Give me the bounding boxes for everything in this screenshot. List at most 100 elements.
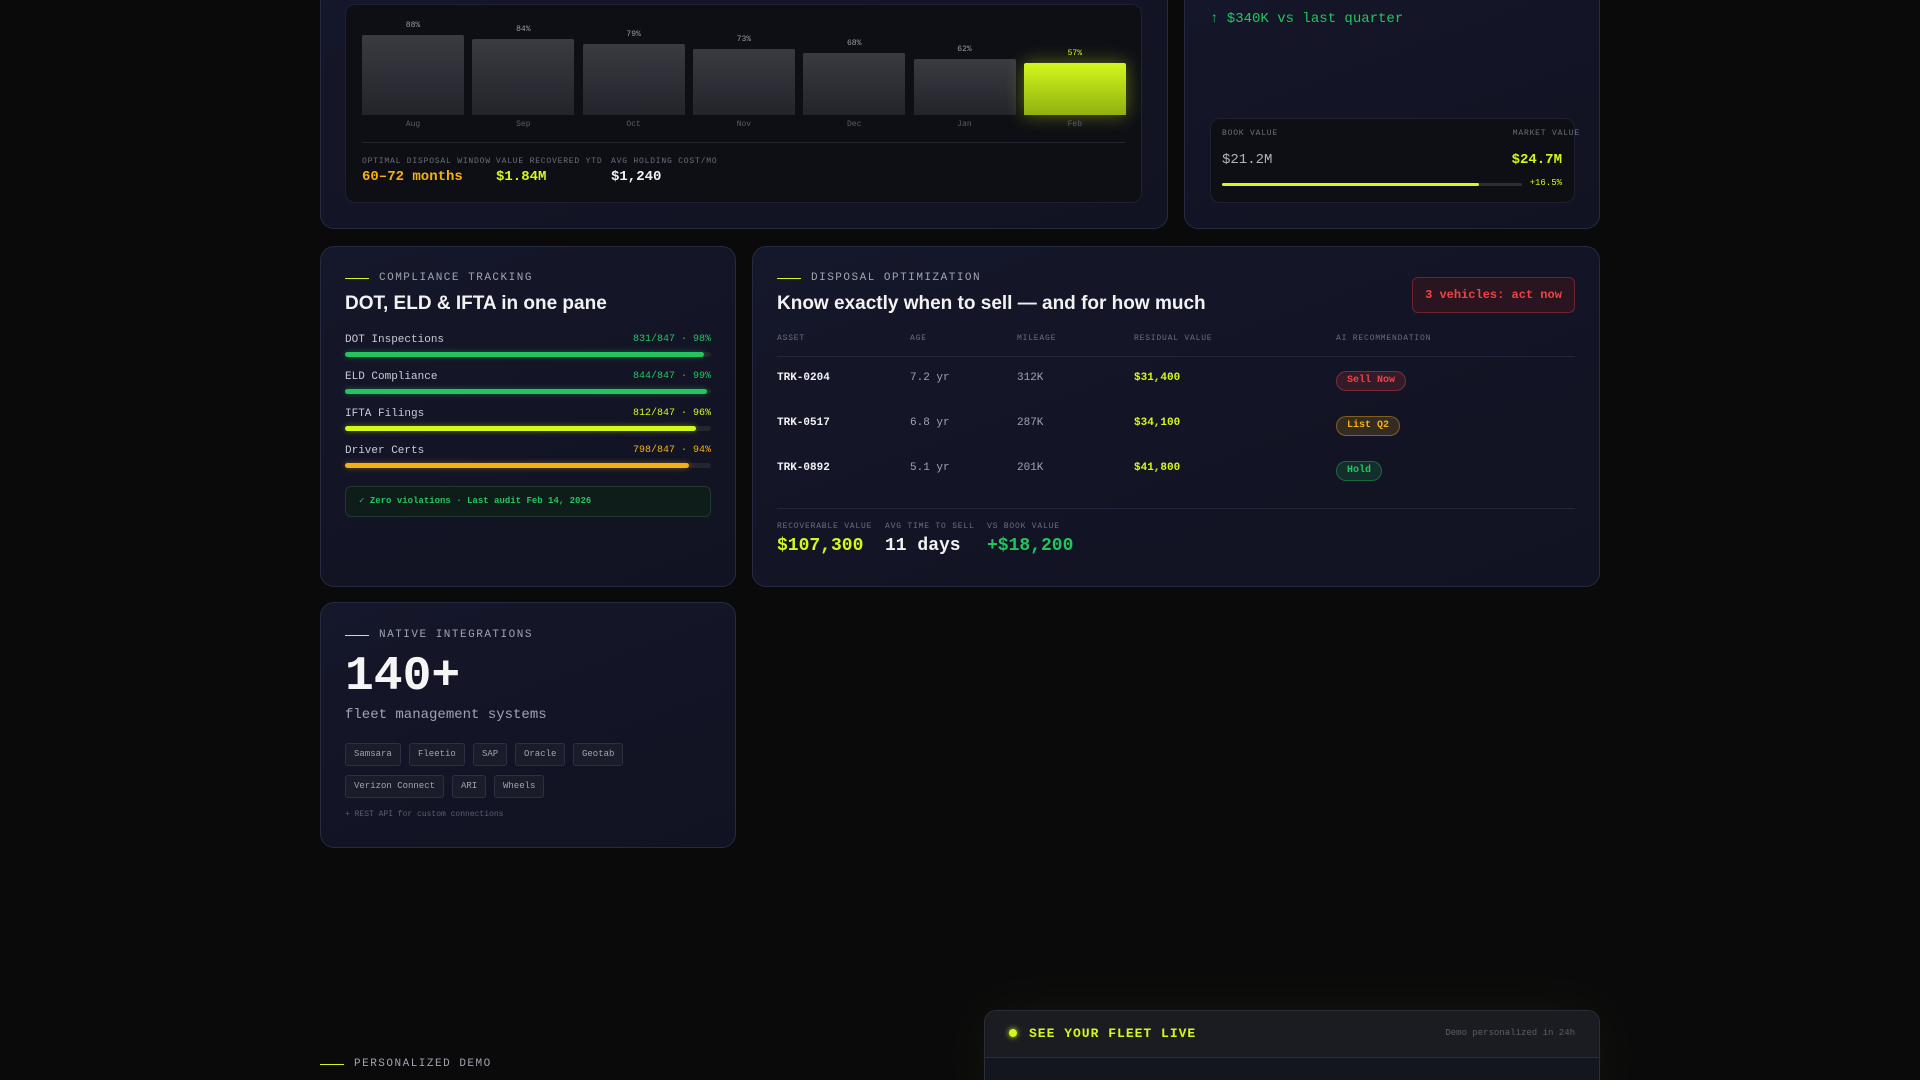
- cell: $31,400: [1134, 372, 1181, 384]
- stat-value: $1.84M: [496, 169, 547, 185]
- status-dot: [1009, 1029, 1017, 1037]
- integration-chip: Oracle: [515, 743, 566, 766]
- cell: 287K: [1017, 417, 1044, 429]
- bar: [692, 48, 795, 115]
- bar-label: 88%: [405, 21, 421, 31]
- column-header: AI RECOMMENDATION: [1336, 334, 1432, 343]
- progress-bar: [345, 389, 708, 394]
- summary-value: $107,300: [777, 536, 864, 556]
- cell: $41,800: [1134, 462, 1181, 474]
- cell: 7.2 yr: [910, 372, 950, 384]
- column-header: ASSET: [777, 334, 806, 343]
- column-header: AGE: [910, 334, 927, 343]
- divider: [777, 508, 1575, 509]
- stat-label: AVG HOLDING COST/MO: [611, 157, 718, 166]
- eyebrow: PERSONALIZED DEMO: [320, 1058, 492, 1070]
- bar-label: 79%: [626, 29, 641, 39]
- bar: [913, 58, 1016, 115]
- summary-value: 11 days: [885, 536, 961, 556]
- item-name: DOT Inspections: [345, 334, 445, 346]
- progress-bar: [345, 426, 697, 431]
- eyebrow: DISPOSAL OPTIMIZATION: [777, 272, 981, 284]
- month-label: Sep: [516, 120, 531, 129]
- recommendation-chip: Hold: [1336, 461, 1383, 481]
- recommendation-chip: List Q2: [1336, 416, 1401, 436]
- item-label: 798/847 · 94%: [632, 445, 711, 456]
- bar: [362, 35, 464, 115]
- recommendation-chip: Sell Now: [1336, 371, 1407, 391]
- integration-chip: Fleetio: [409, 743, 465, 766]
- summary-label: AVG TIME TO SELL: [885, 522, 975, 531]
- cell: TRK-0892: [777, 462, 830, 474]
- divider: [777, 356, 1575, 357]
- cell: 201K: [1017, 462, 1044, 474]
- book-value: $21.2M: [1222, 152, 1273, 168]
- integration-chip: SAP: [473, 743, 508, 766]
- bar: [582, 43, 685, 115]
- demo-card-header: [985, 1011, 1599, 1058]
- progress-bar: [345, 463, 690, 468]
- integration-chip: Geotab: [573, 743, 624, 766]
- bar-label: 62%: [957, 44, 972, 54]
- month-label: Nov: [736, 120, 752, 129]
- item-name: IFTA Filings: [345, 408, 425, 420]
- title: DOT, ELD & IFTA in one pane: [345, 293, 607, 314]
- cell: TRK-0204: [777, 372, 830, 384]
- item-name: ELD Compliance: [345, 371, 438, 383]
- stat-label: OPTIMAL DISPOSAL WINDOW: [362, 157, 491, 166]
- divider: [362, 142, 1125, 143]
- cell: 5.1 yr: [910, 462, 950, 474]
- eyebrow: COMPLIANCE TRACKING: [345, 272, 533, 284]
- cell: 312K: [1017, 372, 1044, 384]
- stat-label: VALUE RECOVERED YTD: [496, 157, 603, 166]
- column-header: MILEAGE: [1017, 334, 1057, 343]
- cell: $34,100: [1134, 417, 1181, 429]
- uplift: +16.5%: [1529, 178, 1562, 188]
- integration-chip: Samsara: [345, 743, 401, 766]
- summary-label: VS BOOK VALUE: [987, 522, 1060, 531]
- footnote: + REST API for custom connections: [345, 810, 504, 819]
- market-label: MARKET VALUE: [1512, 129, 1580, 138]
- item-name: Driver Certs: [345, 445, 425, 457]
- badge: 3 vehicles: act now: [1412, 277, 1575, 313]
- title: Know exactly when to sell — and for how …: [777, 293, 1206, 314]
- compliance-footer: ✓ Zero violations · Last audit Feb 14, 2…: [345, 486, 711, 517]
- valuation-bar: [1222, 183, 1480, 186]
- bar-label: 84%: [516, 24, 531, 34]
- progress-bar: [345, 352, 704, 357]
- month-label: Oct: [626, 120, 641, 129]
- month-label: Dec: [846, 120, 862, 129]
- integrations-card: [320, 602, 736, 848]
- cell: 6.8 yr: [910, 417, 950, 429]
- month-label: Aug: [405, 120, 421, 129]
- item-label: 831/847 · 98%: [632, 334, 711, 345]
- stat-value: $1,240: [611, 169, 662, 185]
- bar-label: 68%: [846, 39, 862, 49]
- integration-chip: Wheels: [494, 775, 545, 798]
- stat-value: 60–72 months: [362, 169, 463, 185]
- column-header: RESIDUAL VALUE: [1134, 334, 1213, 343]
- count: 140+: [345, 650, 461, 704]
- month-label: Feb: [1067, 120, 1082, 129]
- integration-chip: ARI: [452, 775, 487, 798]
- demo-title: SEE YOUR FLEET LIVE: [1029, 1026, 1197, 1041]
- subtitle: fleet management systems: [345, 707, 547, 723]
- item-label: 812/847 · 96%: [632, 408, 711, 419]
- item-label: 844/847 · 99%: [632, 371, 711, 382]
- compliance-card: [320, 246, 736, 587]
- bar-label: 57%: [1067, 49, 1082, 59]
- market-value: $24.7M: [1511, 152, 1562, 168]
- cell: TRK-0517: [777, 417, 830, 429]
- bar: [803, 53, 906, 115]
- demo-note: Demo personalized in 24h: [1445, 1028, 1575, 1038]
- eyebrow: NATIVE INTEGRATIONS: [345, 629, 533, 641]
- bar-label: 73%: [736, 34, 752, 44]
- bar: [1023, 63, 1126, 115]
- book-label: BOOK VALUE: [1222, 129, 1279, 138]
- integration-chip: Verizon Connect: [345, 775, 445, 798]
- bar: [472, 38, 575, 115]
- summary-label: RECOVERABLE VALUE: [777, 522, 873, 531]
- delta: ↑ $340K vs last quarter: [1210, 11, 1404, 27]
- month-label: Jan: [957, 120, 972, 129]
